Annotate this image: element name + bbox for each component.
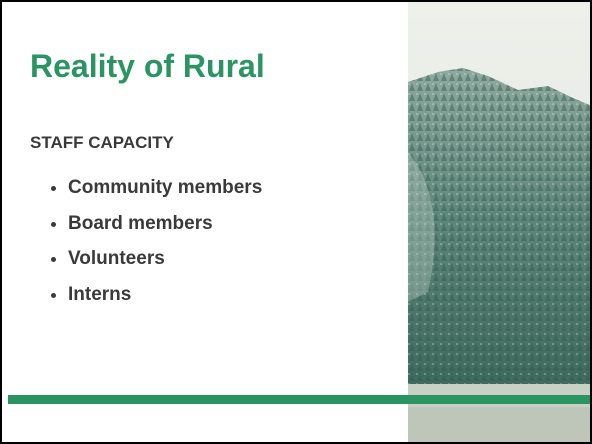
accent-bar [8,395,592,404]
slide-title: Reality of Rural [30,48,265,85]
slide: Reality of Rural STAFF CAPACITY Communit… [0,0,592,444]
bullet-item: Community members [68,172,262,208]
bullet-item: Board members [68,208,262,244]
mountain-photo [408,2,592,442]
bullet-item: Interns [68,279,262,315]
section-heading: STAFF CAPACITY [30,133,174,153]
bullet-item: Volunteers [68,243,262,279]
bullet-list: Community membersBoard membersVolunteers… [48,172,262,314]
